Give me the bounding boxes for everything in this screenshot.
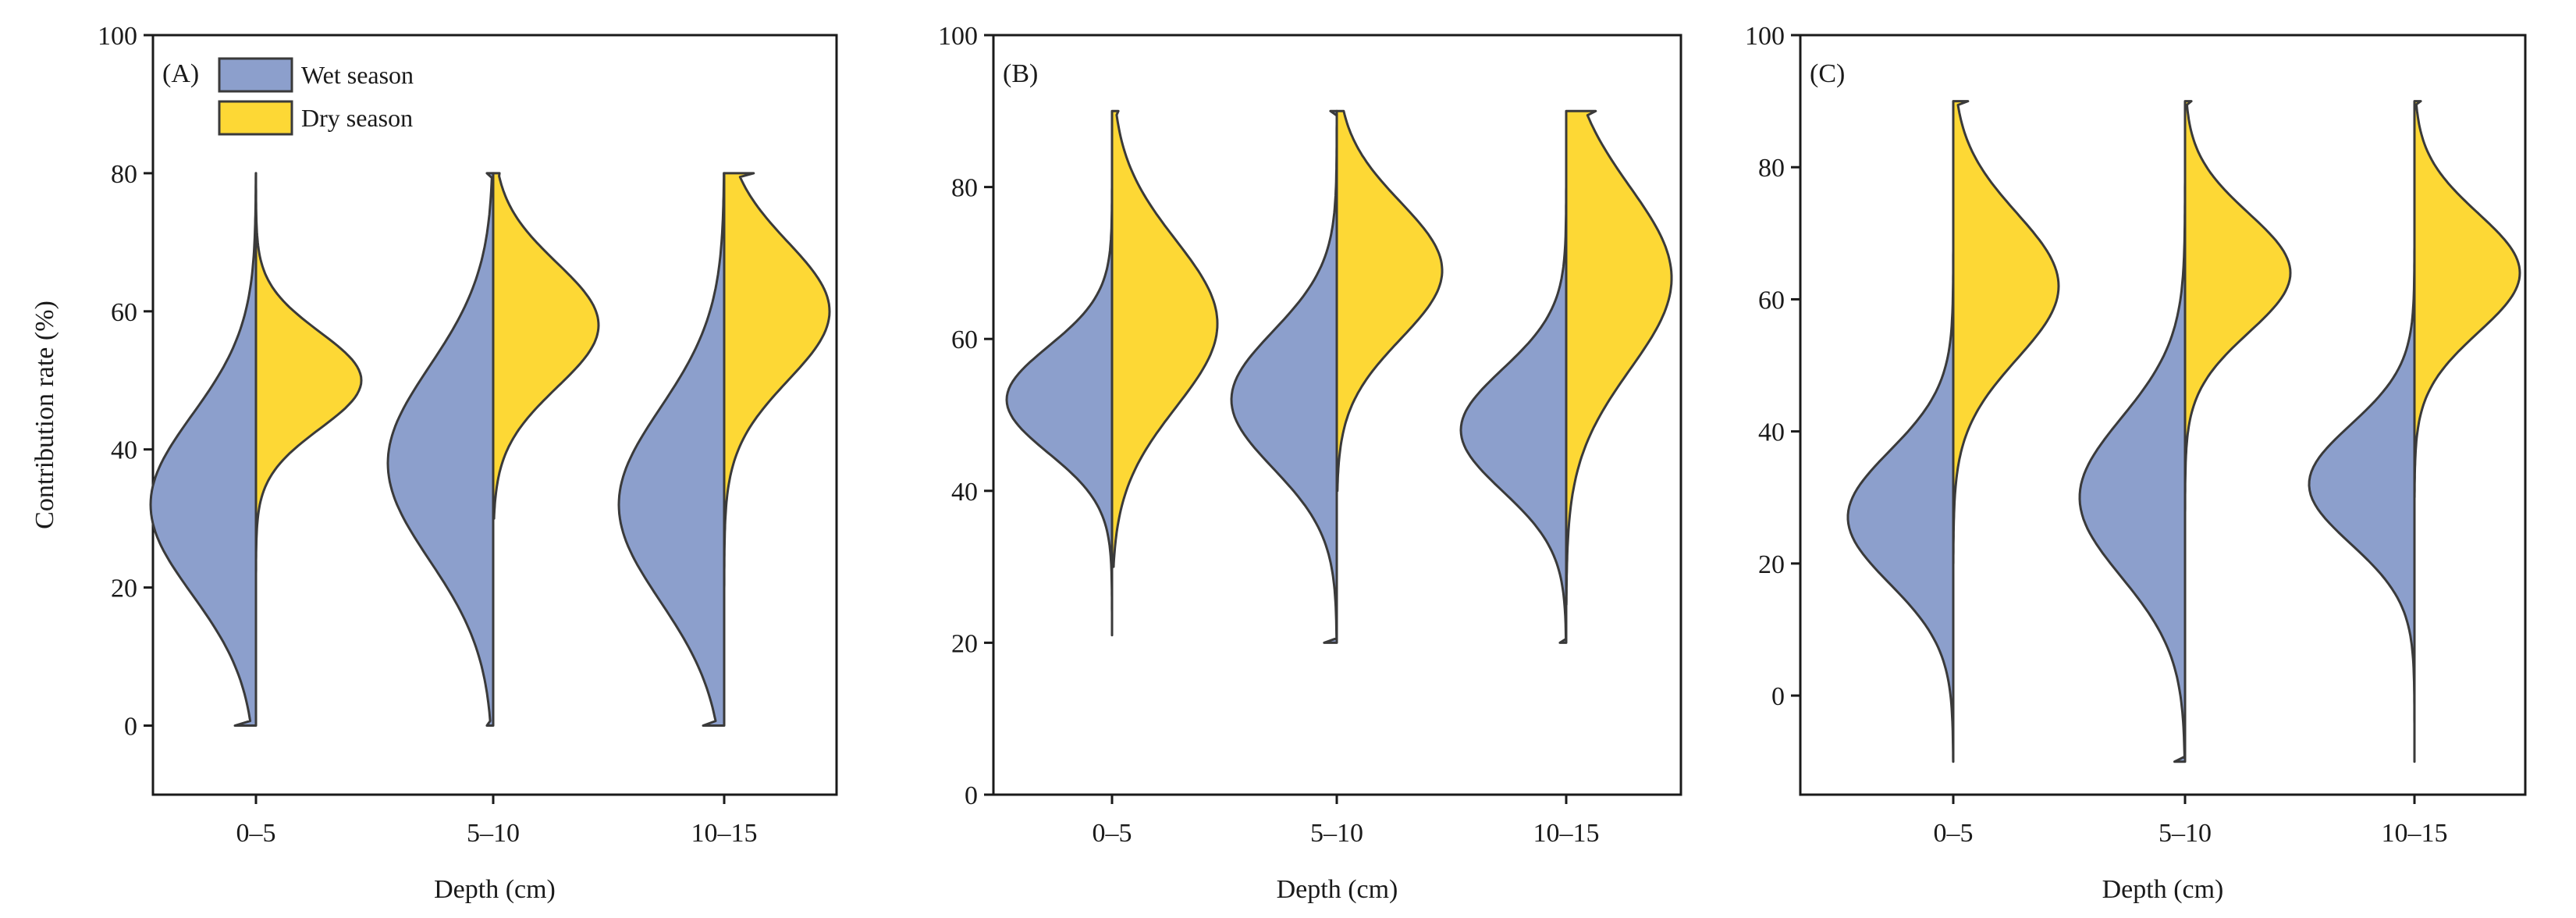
plot-frame [1799, 34, 2527, 796]
dry-season-violin [492, 172, 600, 520]
wet-season-violin [2078, 165, 2187, 763]
x-tick-label: 0–5 [1093, 819, 1132, 848]
wet-season-violin [1005, 186, 1114, 637]
wet-season-violin [2308, 199, 2416, 763]
x-tick-label: 10–15 [1533, 819, 1600, 848]
y-tick-label: 60 [951, 326, 978, 354]
y-tick-label: 60 [111, 298, 137, 327]
panel-label: (A) [162, 59, 199, 88]
x-axis-title: Depth (cm) [2102, 875, 2224, 904]
y-tick-label: 80 [111, 160, 137, 189]
panel-a: 0 20 40 60 80 100 0–5 5–10 10–15 Depth (cm) Contri… [30, 22, 838, 904]
legend-label: Wet season [301, 61, 414, 89]
panel-c: 0 20 40 60 80 100 0–5 5–10 10–15 Depth (cm) (C) [1745, 22, 2527, 904]
y-tick-label: 0 [1771, 682, 1785, 711]
panel-label: (C) [1810, 59, 1845, 88]
y-tick-label: 0 [965, 781, 978, 810]
y-tick-label: 40 [951, 478, 978, 507]
wet-season-violin [1459, 186, 1568, 644]
dry-season-violin [1110, 109, 1219, 568]
wet-season-violin [1230, 109, 1338, 644]
y-tick-label: 20 [951, 629, 978, 658]
y-tick-label: 100 [938, 22, 978, 51]
dry-season-violin [1952, 100, 2060, 565]
x-axis-title: Depth (cm) [1277, 875, 1398, 904]
wet-season-violin [149, 172, 258, 728]
wet-season-violin [386, 172, 495, 728]
x-tick-label: 10–15 [2382, 819, 2448, 848]
legend: Wet season Dry season [218, 57, 414, 136]
y-tick-label: 0 [124, 713, 137, 742]
dry-season-violin [1335, 109, 1444, 493]
y-tick-label: 20 [1758, 550, 1785, 579]
x-axis-title: Depth (cm) [434, 875, 556, 904]
x-tick-label: 5–10 [2159, 819, 2212, 848]
dry-season-violin [1565, 109, 1673, 607]
y-tick-label: 40 [1758, 418, 1785, 447]
legend-swatch [218, 57, 293, 93]
dry-season-violin [2183, 100, 2292, 532]
x-tick-label: 5–10 [1310, 819, 1363, 848]
wet-season-violin [617, 172, 726, 728]
y-axis-title: Contribution rate (%) [30, 301, 59, 529]
wet-season-violin [1846, 232, 1955, 763]
dry-season-violin [723, 172, 831, 624]
y-tick-label: 80 [951, 174, 978, 203]
dry-season-violin [2413, 100, 2521, 499]
legend-label: Dry season [301, 104, 413, 132]
plot-frame [151, 34, 838, 796]
panel-label: (B) [1003, 59, 1038, 88]
y-tick-label: 40 [111, 436, 137, 465]
dry-season-violin [254, 172, 363, 589]
x-tick-label: 10–15 [691, 819, 758, 848]
x-tick-label: 0–5 [1934, 819, 1974, 848]
y-tick-label: 100 [98, 22, 137, 51]
panel-b: 0 20 40 60 80 100 0–5 5–10 10–15 Depth (cm) (B) [938, 22, 1682, 904]
x-tick-label: 0–5 [236, 819, 276, 848]
y-tick-label: 20 [111, 575, 137, 603]
y-tick-label: 60 [1758, 286, 1785, 315]
y-tick-label: 80 [1758, 154, 1785, 183]
x-tick-label: 5–10 [467, 819, 520, 848]
legend-swatch [218, 100, 293, 136]
y-tick-label: 100 [1745, 22, 1785, 51]
